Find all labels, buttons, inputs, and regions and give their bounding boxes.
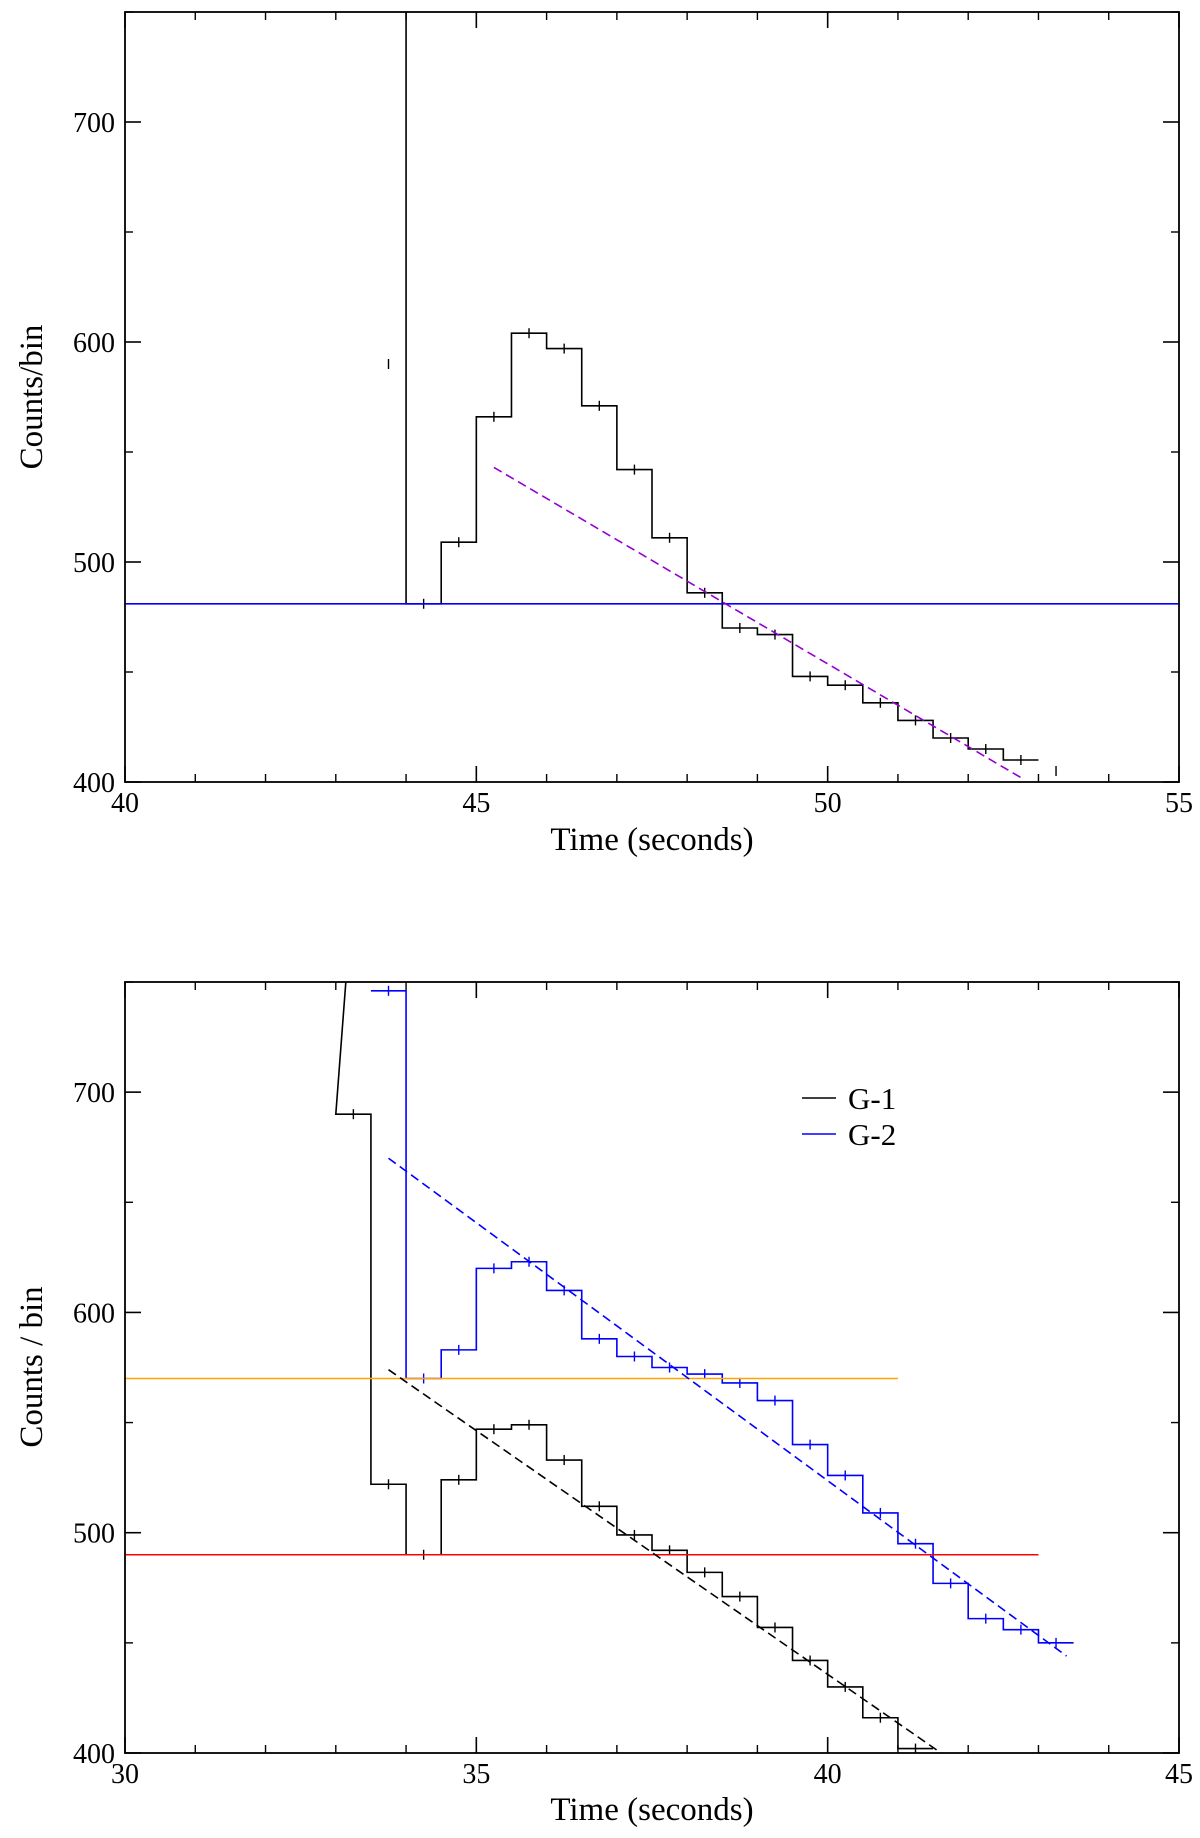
chart0-y-tick-label-2: 600: [73, 328, 115, 359]
chart1-y-tick-label-3: 700: [73, 1078, 115, 1109]
chart0-series2-fit-line: [493, 466, 1022, 779]
chart0-frame: [124, 11, 1180, 783]
top-y-axis-label: Counts/bin: [14, 325, 50, 470]
chart0-series0-step-line: [405, 12, 1039, 761]
chart1-x-tick-label-3: 45: [1165, 1759, 1193, 1790]
bottom-x-axis-label: Time (seconds): [550, 1792, 753, 1828]
legend-label-G-1: G-1: [848, 1081, 896, 1116]
chart1-series0-step-line: [334, 982, 934, 1750]
chart1-y-tick-label-1: 500: [73, 1519, 115, 1550]
bottom-y-axis-label: Counts / bin: [14, 1286, 50, 1447]
top-x-axis-label: Time (seconds): [550, 822, 753, 858]
bottom-axes: [124, 981, 1180, 1754]
top-plot-area: [125, 12, 1179, 779]
bottom-plot-area: [125, 982, 1074, 1753]
chart0-y-tick-label-0: 400: [73, 768, 115, 799]
chart1-series1-step-line: [370, 990, 1074, 1644]
chart1-y-tick-label-2: 600: [73, 1298, 115, 1329]
chart1-y-tick-label-0: 400: [73, 1739, 115, 1770]
bottom-legend: G-1G-2: [802, 1081, 896, 1152]
chart1-x-tick-label-1: 35: [462, 1759, 490, 1790]
chart1-x-tick-label-0: 30: [111, 1759, 139, 1790]
chart1-series4-fit-line: [388, 1369, 943, 1753]
chart0-y-tick-label-3: 700: [73, 108, 115, 139]
bottom-panel: 30 35 40 45 400 500 600 700 Time (seconds) Coun…: [14, 981, 1193, 1828]
top-panel: 40 45 50 55 400 500 600 700 Time (seconds) Coun…: [14, 11, 1193, 858]
bottom-tick-labels: 30 35 40 45 400 500 600 700: [73, 1078, 1193, 1790]
chart0-x-tick-label-1: 45: [462, 788, 490, 819]
top-tick-labels: 40 45 50 55 400 500 600 700: [73, 108, 1193, 819]
chart0-x-tick-label-2: 50: [814, 788, 842, 819]
chart1-series5-fit-line: [388, 1157, 1068, 1657]
top-axes: [124, 11, 1180, 783]
legend-label-G-2: G-2: [848, 1117, 896, 1152]
chart0-x-tick-label-0: 40: [111, 788, 139, 819]
chart0-x-tick-label-3: 55: [1165, 788, 1193, 819]
chart0-y-tick-label-1: 500: [73, 548, 115, 579]
chart1-x-tick-label-2: 40: [814, 1759, 842, 1790]
chart1-frame: [124, 981, 1180, 1754]
